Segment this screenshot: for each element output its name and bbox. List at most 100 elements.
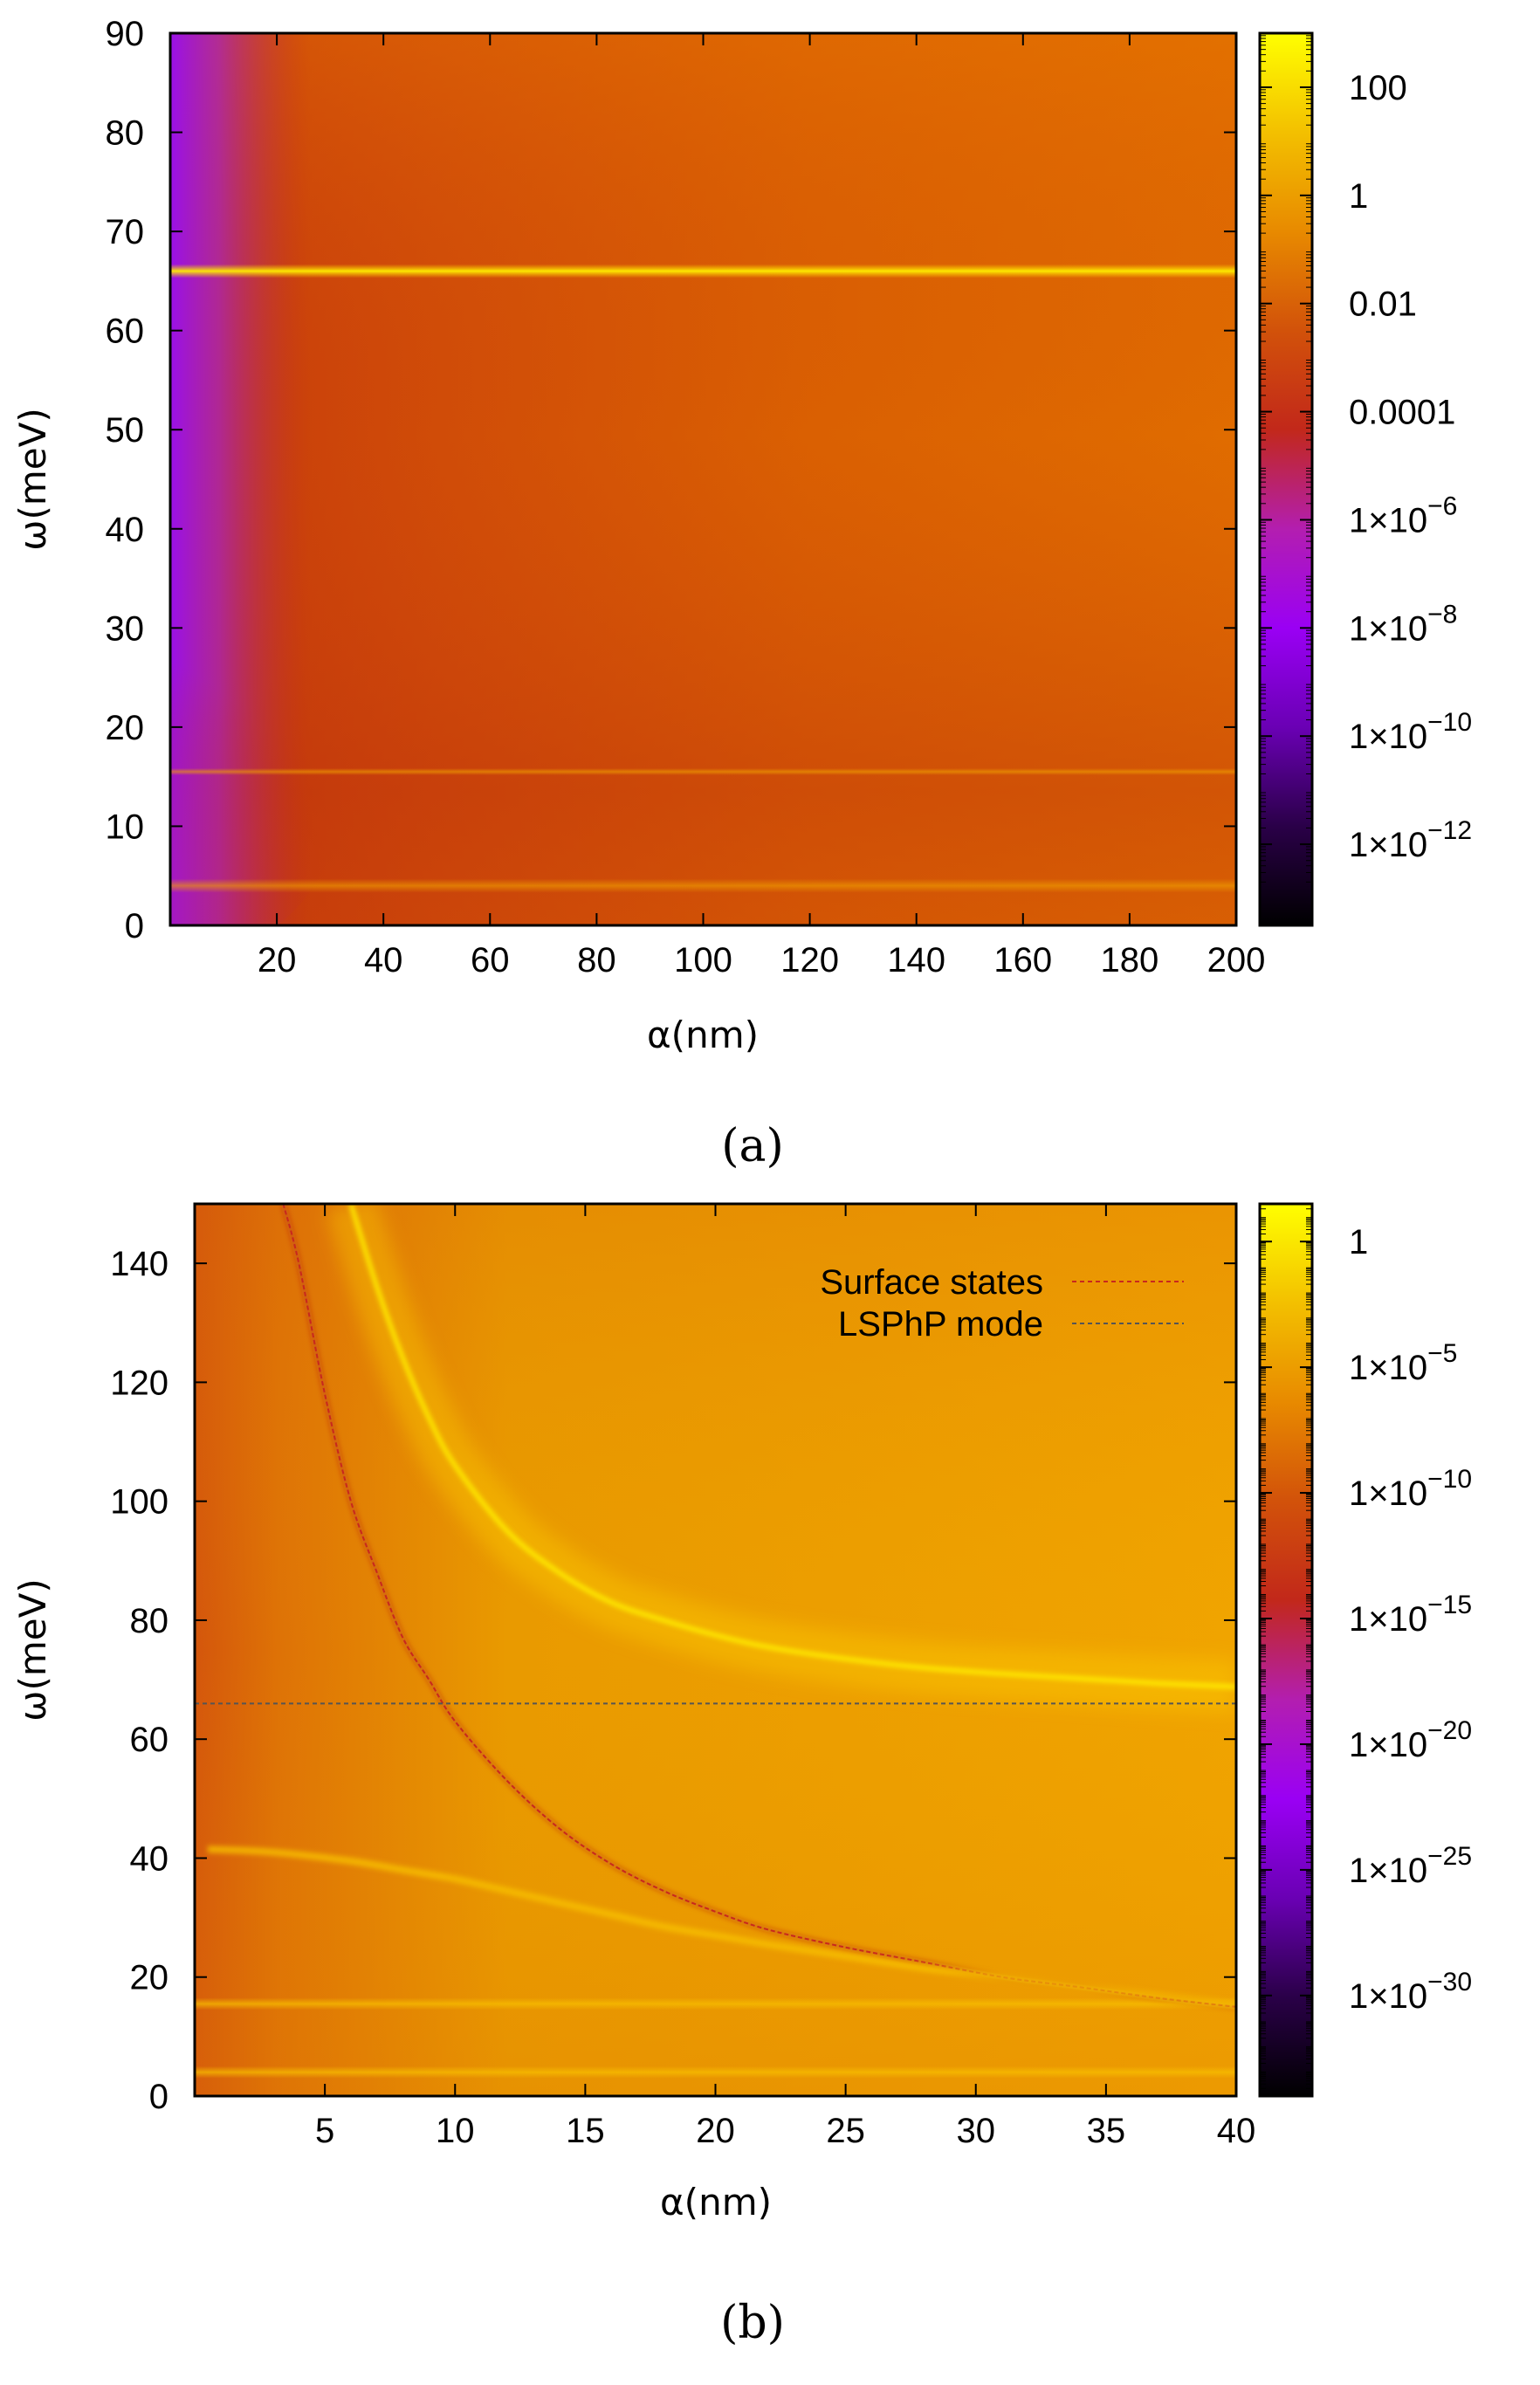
x-tick-label: 30	[957, 2112, 996, 2150]
legend-label-surface-states: Surface states	[820, 1263, 1043, 1302]
x-tick-label: 10	[436, 2112, 475, 2150]
colorbar-tick-label-base: 1×10	[1349, 1349, 1427, 1387]
x-tick-label: 20	[258, 941, 297, 979]
panel-a-x-axis-title: α(nm)	[647, 1014, 759, 1056]
colorbar-tick-label-base: 1×10	[1349, 1852, 1427, 1890]
colorbar-tick-label-exponent: −10	[1427, 708, 1472, 737]
colorbar-tick-label: 1×10−6	[1349, 491, 1457, 540]
colorbar-tick-label-exponent: −20	[1427, 1716, 1472, 1745]
y-tick-label: 140	[110, 1245, 168, 1283]
y-tick-label: 70	[106, 213, 145, 251]
colorbar-tick-label: 1	[1349, 177, 1368, 216]
colorbar-tick-label-base: 0.0001	[1349, 394, 1455, 432]
panel-b-y-axis-title: ω(meV)	[11, 1578, 54, 1721]
y-tick-label: 80	[130, 1602, 169, 1640]
x-tick-label: 100	[674, 941, 732, 979]
colorbar-tick-label-exponent: −10	[1427, 1465, 1472, 1494]
colorbar-tick-label-base: 1×10	[1349, 1726, 1427, 1764]
x-tick-label: 25	[826, 2112, 865, 2150]
panel-b-resonance-band	[195, 2065, 1236, 2079]
x-tick-label: 60	[471, 941, 510, 979]
panel-b-heatmap-field	[195, 1204, 1236, 2096]
y-tick-label: 40	[130, 1839, 169, 1878]
colorbar-tick-label-base: 1×10	[1349, 1977, 1427, 2016]
x-tick-label: 5	[315, 2112, 334, 2150]
colorbar-tick-label: 0.0001	[1349, 394, 1455, 432]
x-tick-label: 200	[1207, 941, 1266, 979]
panel-b-legend: Surface states LSPhP mode	[820, 1263, 1184, 1344]
upper-mode-curve	[348, 1204, 1236, 1689]
colorbar-tick-label-base: 100	[1349, 69, 1407, 107]
y-tick-label: 20	[106, 709, 145, 747]
x-tick-label: 15	[566, 2112, 605, 2150]
colorbar-tick-label-base: 1	[1349, 177, 1368, 216]
colorbar-tick-label-base: 1×10	[1349, 609, 1427, 648]
x-tick-label: 160	[993, 941, 1052, 979]
y-tick-label: 80	[106, 114, 145, 153]
panel-b-resonance-band	[195, 1997, 1236, 2010]
x-tick-label: 80	[577, 941, 616, 979]
colorbar-gradient	[1260, 33, 1312, 925]
panel-b-x-axis-title: α(nm)	[660, 2181, 772, 2223]
colorbar-tick-label: 1×10−20	[1349, 1716, 1472, 1764]
colorbar-tick-label-base: 1×10	[1349, 1474, 1427, 1513]
colorbar-tick-label: 1×10−10	[1349, 708, 1472, 756]
y-tick-label: 60	[106, 313, 145, 351]
x-tick-label: 35	[1087, 2112, 1126, 2150]
y-tick-label: 90	[106, 15, 145, 53]
colorbar-tick-label: 100	[1349, 69, 1407, 107]
colorbar-tick-label-exponent: −25	[1427, 1842, 1472, 1871]
colorbar-tick-label-exponent: −12	[1427, 816, 1472, 845]
colorbar-frame	[1258, 1202, 1314, 2098]
colorbar-tick-label: 1×10−15	[1349, 1591, 1472, 1639]
colorbar-tick-label-exponent: −15	[1427, 1591, 1472, 1619]
panel-a-heatmap-vertical-shading	[170, 33, 1236, 925]
y-tick-label: 100	[110, 1483, 168, 1522]
x-tick-label: 40	[1217, 2112, 1256, 2150]
y-tick-label: 10	[106, 808, 145, 846]
x-tick-label: 120	[780, 941, 839, 979]
colorbar-tick-label: 1	[1349, 1223, 1368, 1261]
x-tick-label: 40	[364, 941, 403, 979]
panel-b-heatmap: 5 10 15 20 25 30 35 40 0 20 40 60 80 100 120 140 Surfac…	[11, 1202, 1472, 2349]
y-tick-label: 40	[106, 511, 145, 549]
x-tick-label: 20	[696, 2112, 735, 2150]
colorbar-tick-label-base: 1×10	[1349, 501, 1427, 540]
x-tick-label: 180	[1101, 941, 1159, 979]
panel-a-resonance-band	[170, 264, 1236, 278]
y-tick-label: 60	[130, 1721, 169, 1759]
panel-a-resonance-band	[170, 878, 1236, 893]
y-tick-label: 0	[149, 2078, 168, 2116]
panel-a-heatmap-field	[170, 33, 1236, 925]
colorbar-gradient	[1260, 1204, 1312, 2096]
colorbar-tick-label-base: 1	[1349, 1223, 1368, 1261]
colorbar-tick-label-exponent: −8	[1427, 600, 1457, 629]
y-tick-label: 50	[106, 411, 145, 450]
surface-states-curve	[282, 1204, 1236, 2008]
colorbar-tick-label-base: 0.01	[1349, 285, 1417, 324]
lower-mode-curve	[207, 1845, 1236, 2009]
colorbar-tick-label: 1×10−12	[1349, 816, 1472, 864]
colorbar-tick-label-base: 1×10	[1349, 718, 1427, 756]
panel-a-resonance-band	[170, 767, 1236, 775]
colorbar-tick-label: 1×10−5	[1349, 1339, 1457, 1387]
y-tick-label: 0	[125, 907, 144, 945]
colorbar-tick-label: 1×10−25	[1349, 1842, 1472, 1890]
colorbar-tick-label-base: 1×10	[1349, 826, 1427, 864]
x-tick-label: 140	[887, 941, 945, 979]
panel-a-label: (a)	[721, 1120, 784, 1172]
colorbar-tick-label-exponent: −5	[1427, 1339, 1457, 1368]
colorbar-tick-label-exponent: −6	[1427, 491, 1457, 520]
legend-label-lsphp-mode: LSPhP mode	[838, 1305, 1043, 1344]
y-tick-label: 30	[106, 609, 145, 648]
panel-b-label: (b)	[720, 2297, 785, 2349]
colorbar-tick-label-exponent: −30	[1427, 1968, 1472, 1997]
colorbar-tick-label: 1×10−10	[1349, 1465, 1472, 1513]
colorbar-tick-label: 1×10−8	[1349, 600, 1457, 648]
panel-a-heatmap: 20 40 60 80 100 120 140 160 180 20001020304050607…	[11, 15, 1472, 1172]
panel-a-low-alpha-glow	[170, 663, 336, 925]
panel-a-y-axis-title: ω(meV)	[11, 408, 54, 550]
colorbar-tick-label: 1×10−30	[1349, 1968, 1472, 2016]
y-tick-label: 120	[110, 1364, 168, 1402]
